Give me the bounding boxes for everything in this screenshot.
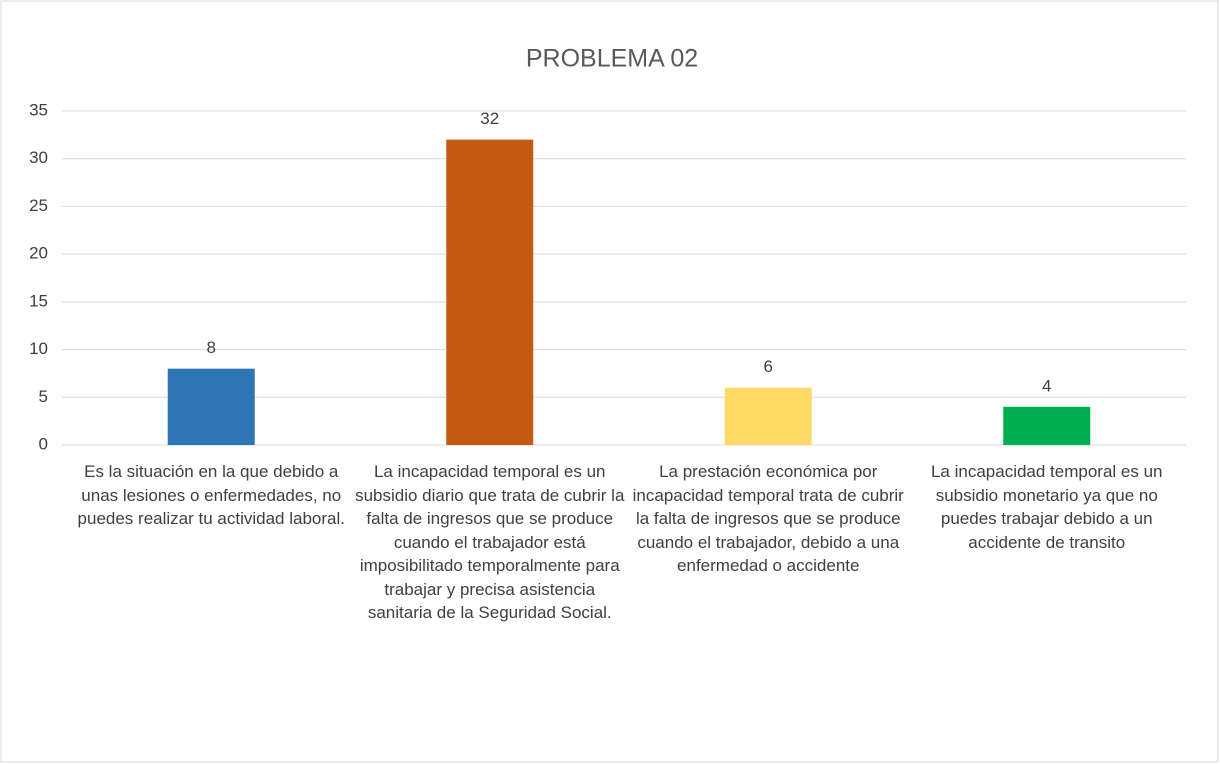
x-tick-label: La incapacidad temporal es un subsidio d… [355,462,625,622]
x-tick-label: La prestación económica por incapacidad … [632,462,904,575]
y-tick-label: 15 [29,291,48,310]
chart-title: PROBLEMA 02 [526,45,698,73]
y-tick-label: 25 [29,196,48,215]
bar [167,368,255,445]
y-tick-label: 35 [29,100,48,119]
data-label: 6 [764,357,773,376]
y-tick-label: 20 [29,244,48,263]
data-label: 32 [480,109,499,128]
x-tick-label: La incapacidad temporal es un subsidio m… [930,462,1163,552]
data-label: 8 [207,338,216,357]
y-tick-label: 5 [39,387,48,406]
bar [724,387,812,445]
data-label: 4 [1042,376,1051,395]
bar [446,139,534,445]
x-tick-label: Es la situación en la que debido a unas … [77,462,345,528]
y-tick-label: 0 [39,434,48,453]
y-tick-label: 30 [29,148,48,167]
bar [1003,406,1091,445]
y-tick-label: 10 [29,339,48,358]
